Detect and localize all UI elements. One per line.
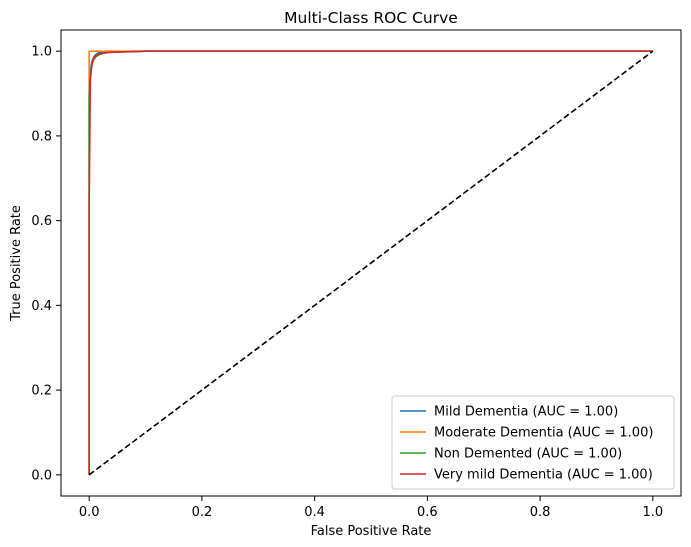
legend-label: Non Demented (AUC = 1.00) xyxy=(434,447,622,462)
x-tick-label: 0.6 xyxy=(417,505,438,520)
y-axis-ticks: 0.0 0.2 0.4 0.6 0.8 1.0 xyxy=(31,45,61,483)
plot-lines xyxy=(88,50,654,476)
series-line xyxy=(88,50,653,475)
y-tick-label: 1.0 xyxy=(31,45,52,60)
legend: Mild Dementia (AUC = 1.00) Moderate Demen… xyxy=(391,395,675,490)
x-axis-label: False Positive Rate xyxy=(311,524,432,539)
legend-box xyxy=(391,395,675,490)
y-tick-label: 0.8 xyxy=(31,129,52,144)
axes-frame xyxy=(60,29,682,497)
y-tick-label: 0.6 xyxy=(31,214,52,229)
y-tick-label: 0.2 xyxy=(31,384,52,399)
diagonal-reference-line xyxy=(88,50,654,476)
legend-label: Very mild Dementia (AUC = 1.00) xyxy=(434,468,653,483)
x-tick-label: 1.0 xyxy=(642,505,663,520)
chart-title: Multi-Class ROC Curve xyxy=(284,9,458,27)
y-axis-label: True Positive Rate xyxy=(9,205,24,322)
x-tick-label: 0.0 xyxy=(79,505,100,520)
x-tick-label: 0.8 xyxy=(530,505,551,520)
x-tick-label: 0.2 xyxy=(192,505,213,520)
legend-label: Mild Dementia (AUC = 1.00) xyxy=(434,405,618,420)
y-tick-label: 0.0 xyxy=(31,468,52,483)
x-axis-ticks: 0.0 0.2 0.4 0.6 0.8 1.0 xyxy=(79,496,663,520)
y-tick-label: 0.4 xyxy=(31,299,52,314)
x-tick-label: 0.4 xyxy=(304,505,325,520)
legend-label: Moderate Dementia (AUC = 1.00) xyxy=(434,426,653,441)
